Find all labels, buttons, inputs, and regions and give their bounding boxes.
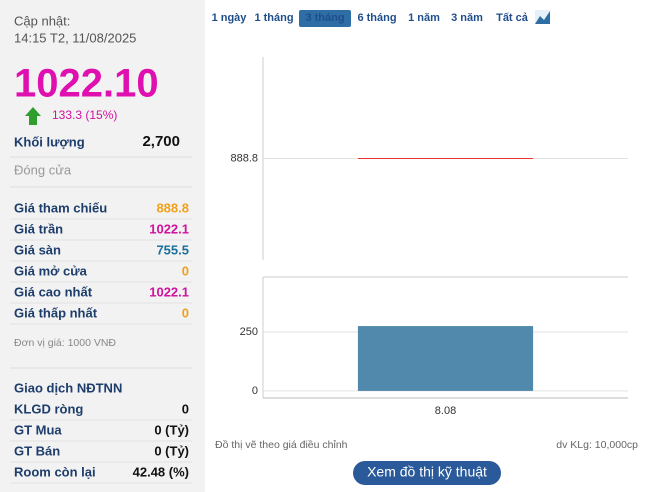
sidebar-bg <box>0 0 205 492</box>
row-value: 888.8 <box>156 200 189 215</box>
button-label: Xem đồ thị kỹ thuật <box>367 464 487 480</box>
row-value: 0 <box>182 263 189 278</box>
row-label: Giá thấp nhất <box>14 305 98 320</box>
y-tick-label: 250 <box>240 326 258 338</box>
foreign-title: Giao dịch NĐTNN <box>14 380 122 395</box>
row-label: KLGD ròng <box>14 401 83 416</box>
row-value: 755.5 <box>156 242 189 257</box>
price: 1022.10 <box>14 62 159 106</box>
row-label: Giá trần <box>14 221 63 236</box>
tab[interactable]: 3 năm <box>451 12 483 24</box>
row-value: 0 (Tỷ) <box>154 422 189 437</box>
tech-chart-button[interactable] <box>353 461 501 485</box>
volume-bar <box>357 326 534 391</box>
tab[interactable]: Tất cả <box>496 12 529 24</box>
tab[interactable]: 3 tháng <box>305 12 344 24</box>
y-tick-label: 0 <box>252 385 258 397</box>
row-value: 0 <box>182 305 189 320</box>
row-label: Room còn lại <box>14 464 96 479</box>
right-note: dv KLg: 10,000cp <box>556 439 638 451</box>
row-label: Giá tham chiếu <box>14 200 107 215</box>
tab[interactable]: 1 tháng <box>254 12 293 24</box>
row-label: Giá mở cửa <box>14 263 88 278</box>
row-value: 0 <box>182 401 189 416</box>
left-note: Đồ thị vẽ theo giá điều chỉnh <box>215 439 348 451</box>
status: Đóng cửa <box>14 162 72 177</box>
chart-icon-shape <box>535 11 550 24</box>
row-value: 42.48 (%) <box>133 464 189 479</box>
volume-label: Khối lượng <box>14 134 85 149</box>
update-label: Cập nhật: <box>14 13 70 28</box>
tab[interactable]: 1 ngày <box>212 12 248 24</box>
update-time: 14:15 T2, 11/08/2025 <box>14 30 136 45</box>
row-label: GT Mua <box>14 422 62 437</box>
tab[interactable]: 1 năm <box>408 12 440 24</box>
row-value: 1022.1 <box>149 284 189 299</box>
row-label: Giá sàn <box>14 242 61 257</box>
volume: 2,700 <box>142 133 180 150</box>
x-tick-label: 8.08 <box>435 405 456 417</box>
up-arrow <box>25 107 41 125</box>
row-value: 0 (Tỷ) <box>154 443 189 458</box>
unit-note: Đơn vị giá: 1000 VNĐ <box>14 337 116 349</box>
tab[interactable]: 6 tháng <box>357 12 396 24</box>
row-value: 1022.1 <box>149 221 189 236</box>
row-label: Giá cao nhất <box>14 284 93 299</box>
y-tick-label: 888.8 <box>230 152 258 164</box>
row-label: GT Bán <box>14 443 60 458</box>
change: 133.3 (15%) <box>52 108 117 122</box>
tab-active-bg <box>299 10 351 27</box>
